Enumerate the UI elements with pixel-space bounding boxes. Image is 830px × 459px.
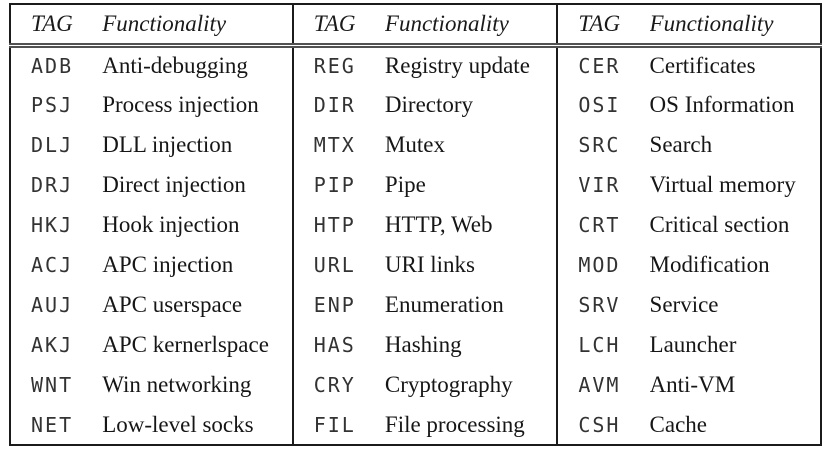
functionality-cell: DLL injection xyxy=(102,132,233,157)
tag-cell: MOD xyxy=(556,245,650,285)
functionality-cell: Search xyxy=(649,132,713,157)
header-tag-col-2: TAG xyxy=(291,4,385,48)
tag-cell: HTP xyxy=(291,205,385,245)
functionality-cell: Process injection xyxy=(102,92,259,117)
header-functionality-col-3: Functionality xyxy=(649,4,821,48)
tag-cell: CSH xyxy=(556,405,650,445)
functionality-cell: Low-level socks xyxy=(102,411,254,437)
tag-cell: AKJ xyxy=(31,333,74,357)
functionality-cell: Direct injection xyxy=(102,172,246,197)
tag-cell: LCH xyxy=(556,325,650,365)
tag-cell: WNT xyxy=(31,373,74,397)
tag-cell: HKJ xyxy=(31,213,74,237)
tag-cell: ADB xyxy=(31,54,74,79)
tag-cell: URL xyxy=(291,245,385,285)
tag-cell: REG xyxy=(291,45,385,85)
tag-cell: HAS xyxy=(291,325,385,365)
table-row: ACJ APC injection URL URI links MOD Modificat… xyxy=(10,245,821,285)
functionality-cell: Mutex xyxy=(384,132,445,157)
functionality-cell: APC userspace xyxy=(102,292,243,317)
tag-cell: AVM xyxy=(556,365,650,405)
table-row: NET Low-level socks FIL File processing CSH C… xyxy=(10,405,821,445)
functionality-cell: Directory xyxy=(384,92,474,117)
tag-cell: VIR xyxy=(556,165,650,205)
functionality-cell: Enumeration xyxy=(384,292,504,317)
tag-cell: CER xyxy=(556,45,650,85)
functionality-cell: Win networking xyxy=(102,372,252,397)
functionality-cell: Cache xyxy=(649,411,708,437)
tag-cell: DIR xyxy=(291,85,385,125)
tag-cell: DLJ xyxy=(31,133,74,157)
table-row: ADB Anti-debugging REG Registry update CER Ce… xyxy=(10,45,821,85)
functionality-cell: Service xyxy=(649,292,719,317)
tag-cell: PIP xyxy=(291,165,385,205)
functionality-cell: Critical section xyxy=(649,212,790,237)
tag-cell: FIL xyxy=(291,405,385,445)
functionality-cell: Hook injection xyxy=(102,212,240,237)
functionality-cell: Registry update xyxy=(384,53,530,79)
table-row: DLJ DLL injection MTX Mutex SRC Search xyxy=(10,125,821,165)
tag-cell: PSJ xyxy=(31,93,74,117)
header-tag-col-3: TAG xyxy=(556,4,650,48)
tag-cell: MTX xyxy=(291,125,385,165)
functionality-cell: Anti-debugging xyxy=(102,53,248,79)
header-row: TAG Functionality TAG Functionality TAG Funct… xyxy=(10,4,821,48)
functionality-cell: OS Information xyxy=(649,92,795,117)
table-row: HKJ Hook injection HTP HTTP, Web CRT Critical… xyxy=(10,205,821,245)
tag-cell: SRC xyxy=(556,125,650,165)
functionality-cell: Modification xyxy=(649,252,770,277)
header-tag-col-1: TAG xyxy=(10,4,103,48)
functionality-cell: File processing xyxy=(384,411,525,437)
tag-cell: SRV xyxy=(556,285,650,325)
tag-cell: NET xyxy=(31,412,74,437)
functionality-cell: Launcher xyxy=(649,332,737,357)
tag-cell: AUJ xyxy=(31,293,74,317)
tag-cell: OSI xyxy=(556,85,650,125)
table-row: PSJ Process injection DIR Directory OSI OS In… xyxy=(10,85,821,125)
tag-cell: CRT xyxy=(556,205,650,245)
functionality-cell: HTTP, Web xyxy=(384,212,493,237)
table-row: WNT Win networking CRY Cryptography AVM Anti-… xyxy=(10,365,821,405)
functionality-cell: Certificates xyxy=(649,53,756,79)
table-body: ADB Anti-debugging REG Registry update CER Ce… xyxy=(10,45,821,445)
table-row: DRJ Direct injection PIP Pipe VIR Virtual mem… xyxy=(10,165,821,205)
functionality-cell: Virtual memory xyxy=(649,172,796,197)
tag-cell: ACJ xyxy=(31,253,74,277)
header-functionality-col-2: Functionality xyxy=(384,4,558,48)
table-row: AUJ APC userspace ENP Enumeration SRV Service xyxy=(10,285,821,325)
table-row: AKJ APC kernerlspace HAS Hashing LCH Launcher xyxy=(10,325,821,365)
functionality-cell: URI links xyxy=(384,252,475,277)
functionality-cell: Anti-VM xyxy=(649,372,736,397)
header-functionality-col-1: Functionality xyxy=(102,4,293,48)
functionality-cell: APC injection xyxy=(102,252,234,277)
functionality-cell: Cryptography xyxy=(384,372,513,397)
tag-cell: DRJ xyxy=(31,173,74,197)
tag-functionality-table: TAG Functionality TAG Functionality TAG Funct… xyxy=(9,3,822,446)
table-header: TAG Functionality TAG Functionality TAG Funct… xyxy=(10,4,821,48)
functionality-cell: Pipe xyxy=(384,172,426,197)
tag-cell: CRY xyxy=(291,365,385,405)
tag-cell: ENP xyxy=(291,285,385,325)
functionality-cell: Hashing xyxy=(384,332,462,357)
functionality-cell: APC kernerlspace xyxy=(102,332,269,357)
